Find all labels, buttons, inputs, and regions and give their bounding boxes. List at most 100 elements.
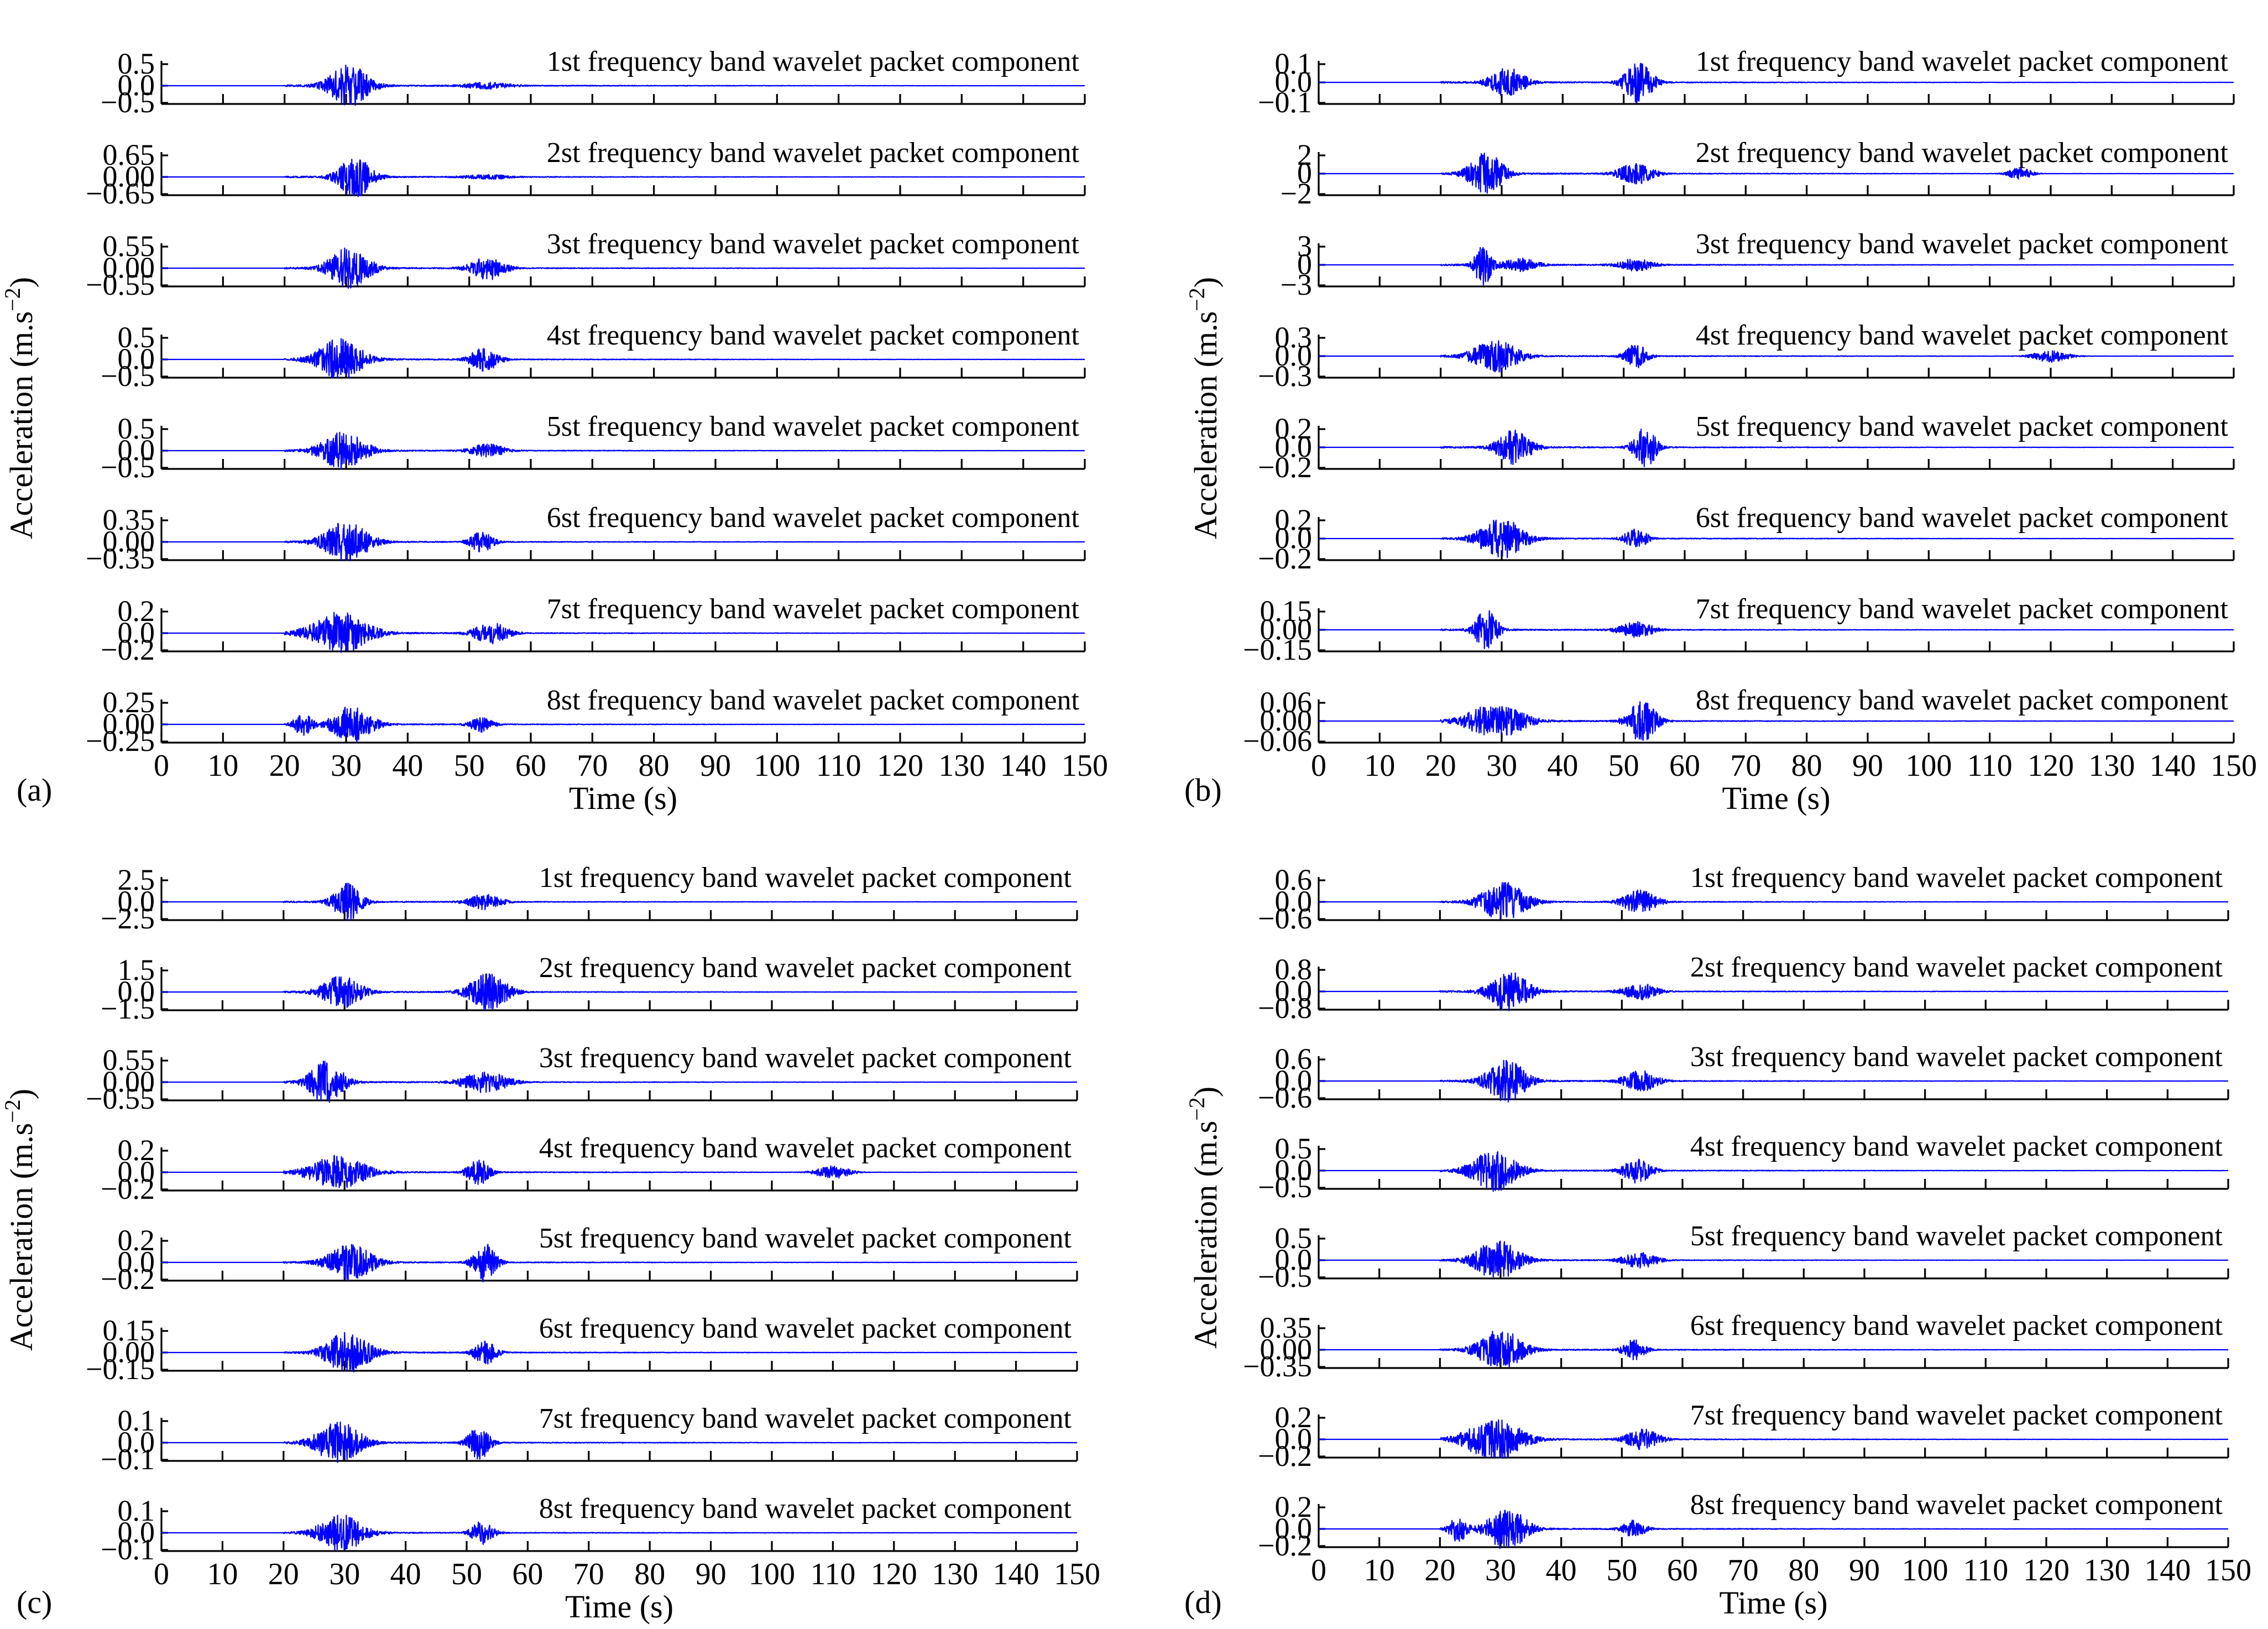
subplot-band-8: 0.250.00−0.25 8st frequency band wavelet … — [86, 685, 1086, 758]
subplot-band-6: 0.350.00−0.35 6st frequency band wavelet … — [1243, 1310, 2229, 1383]
subplot-title: 4st frequency band wavelet packet compon… — [539, 1132, 1072, 1164]
x-tick-label: 30 — [1486, 749, 1517, 783]
y-tick-label: 0 — [1297, 156, 1312, 190]
subplot-title: 5st frequency band wavelet packet compon… — [1696, 411, 2229, 442]
x-tick-label: 20 — [268, 1557, 299, 1591]
subplot-band-6: 0.20.0−0.2 6st frequency band wavelet pac… — [1258, 502, 2235, 575]
y-tick-label: −0.25 — [86, 724, 155, 758]
subplot-title: 8st frequency band wavelet packet compon… — [539, 1493, 1072, 1524]
x-tick-label: 140 — [1000, 749, 1047, 783]
subplot-band-5: 0.50.0−0.5 5st frequency band wavelet pac… — [1258, 1220, 2229, 1293]
y-tick-label: 0.5 — [1275, 1132, 1313, 1165]
y-tick-label: −0.5 — [101, 359, 155, 393]
subplot-title: 4st frequency band wavelet packet compon… — [547, 320, 1080, 351]
x-tick-label: 150 — [1062, 749, 1108, 783]
x-tick-label: 50 — [451, 1557, 482, 1591]
subplot-band-6: 0.350.00−0.35 6st frequency band wavelet … — [86, 502, 1086, 575]
subplot-band-7: 0.20.0−0.2 7st frequency band wavelet pac… — [101, 593, 1086, 666]
y-tick-label: −0.55 — [86, 1082, 155, 1115]
signal-trace — [1318, 1419, 2229, 1459]
x-tick-label: 100 — [749, 1557, 795, 1591]
signal-trace — [161, 707, 1085, 743]
x-tick-label: 90 — [700, 749, 731, 783]
signal-trace — [161, 883, 1078, 921]
x-tick-label: 120 — [877, 749, 923, 783]
y-axis-title: Acceleration (m.s−2) — [1184, 1087, 1224, 1349]
y-tick-label: −0.5 — [1258, 1171, 1312, 1204]
y-tick-label: 0.0 — [118, 885, 155, 918]
x-tick-label: 120 — [2023, 1553, 2070, 1588]
y-tick-label: −0.5 — [1258, 1260, 1312, 1293]
signal-trace — [161, 1332, 1078, 1373]
y-tick-label: 0.00 — [103, 251, 155, 284]
y-tick-label: 1.5 — [118, 953, 155, 986]
x-tick-label: 60 — [1667, 1553, 1698, 1588]
subplot-title: 5st frequency band wavelet packet compon… — [547, 411, 1080, 442]
y-tick-label: 0.55 — [103, 229, 155, 263]
x-tick-label: 50 — [1608, 749, 1639, 783]
x-tick-label: 150 — [2210, 749, 2257, 783]
y-tick-label: −0.1 — [101, 1443, 155, 1476]
subplot-title: 8st frequency band wavelet packet compon… — [1690, 1489, 2223, 1521]
x-axis-title: Time (s) — [565, 1589, 673, 1625]
x-tick-label: 130 — [932, 1557, 978, 1591]
x-tick-label: 20 — [1424, 1553, 1455, 1588]
x-tick-label: 40 — [390, 1557, 421, 1591]
y-tick-label: 0.00 — [1260, 1333, 1313, 1366]
subplot-title: 8st frequency band wavelet packet compon… — [1696, 685, 2229, 716]
x-tick-label: 70 — [573, 1557, 604, 1591]
y-tick-label: −0.2 — [101, 633, 155, 666]
subplot-band-7: 0.150.00−0.15 7st frequency band wavelet … — [1243, 593, 2235, 666]
signal-trace — [161, 64, 1085, 106]
y-tick-label: 0.2 — [1275, 503, 1313, 536]
y-tick-label: 0.0 — [1275, 1512, 1313, 1545]
y-tick-label: 0.0 — [1275, 885, 1313, 918]
x-tick-label: 80 — [1788, 1553, 1819, 1588]
x-axis-title: Time (s) — [1719, 1585, 1827, 1621]
subplot-band-7: 0.10.0−0.1 7st frequency band wavelet pac… — [101, 1403, 1078, 1476]
signal-trace — [1318, 247, 2234, 286]
y-tick-label: −0.6 — [1258, 902, 1312, 935]
x-tick-label: 0 — [1311, 749, 1326, 783]
subplot-title: 1st frequency band wavelet packet compon… — [1690, 862, 2223, 894]
y-tick-label: −0.2 — [1258, 451, 1312, 484]
y-tick-label: −2 — [1281, 177, 1312, 210]
signal-trace — [1318, 429, 2234, 467]
subplot-title: 7st frequency band wavelet packet compon… — [547, 593, 1080, 625]
x-tick-label: 0 — [1311, 1553, 1326, 1588]
subplot-title: 6st frequency band wavelet packet compon… — [539, 1313, 1072, 1344]
subplot-title: 6st frequency band wavelet packet compon… — [1690, 1310, 2223, 1341]
y-tick-label: 0.35 — [1260, 1311, 1313, 1344]
y-tick-label: 0.65 — [103, 138, 155, 171]
y-tick-label: 0.00 — [103, 1335, 155, 1369]
subplot-title: 6st frequency band wavelet packet compon… — [1696, 502, 2229, 534]
y-tick-label: 0.2 — [1275, 1490, 1313, 1523]
y-tick-label: −0.2 — [1258, 542, 1312, 575]
x-tick-label: 150 — [1054, 1557, 1100, 1591]
y-tick-label: 3 — [1297, 229, 1312, 263]
y-tick-label: 0.0 — [1275, 1153, 1313, 1187]
x-tick-label: 110 — [810, 1557, 855, 1591]
y-tick-label: −0.65 — [86, 177, 155, 210]
signal-trace — [1318, 701, 2234, 741]
subplot-band-3: 30−3 3st frequency band wavelet packet co… — [1281, 228, 2235, 301]
y-tick-label: −0.2 — [101, 1172, 155, 1205]
y-tick-label: 0.3 — [1275, 321, 1313, 354]
signal-trace — [161, 973, 1078, 1011]
panel-label: (c) — [17, 1584, 52, 1620]
y-tick-label: 0.00 — [103, 707, 155, 740]
y-tick-label: 0.35 — [103, 503, 155, 536]
subplot-title: 5st frequency band wavelet packet compon… — [539, 1223, 1072, 1254]
x-tick-label: 30 — [1485, 1553, 1516, 1588]
signal-trace — [161, 159, 1085, 197]
x-tick-label: 10 — [207, 1557, 238, 1591]
signal-trace — [161, 1515, 1078, 1551]
x-tick-label: 130 — [2084, 1553, 2130, 1588]
y-tick-label: −0.8 — [1258, 991, 1312, 1025]
y-tick-label: −0.6 — [1258, 1081, 1312, 1114]
y-tick-label: 2 — [1297, 138, 1312, 171]
y-tick-label: −3 — [1281, 268, 1312, 301]
y-tick-label: 0.6 — [1275, 863, 1313, 896]
subplot-title: 1st frequency band wavelet packet compon… — [1696, 46, 2229, 77]
